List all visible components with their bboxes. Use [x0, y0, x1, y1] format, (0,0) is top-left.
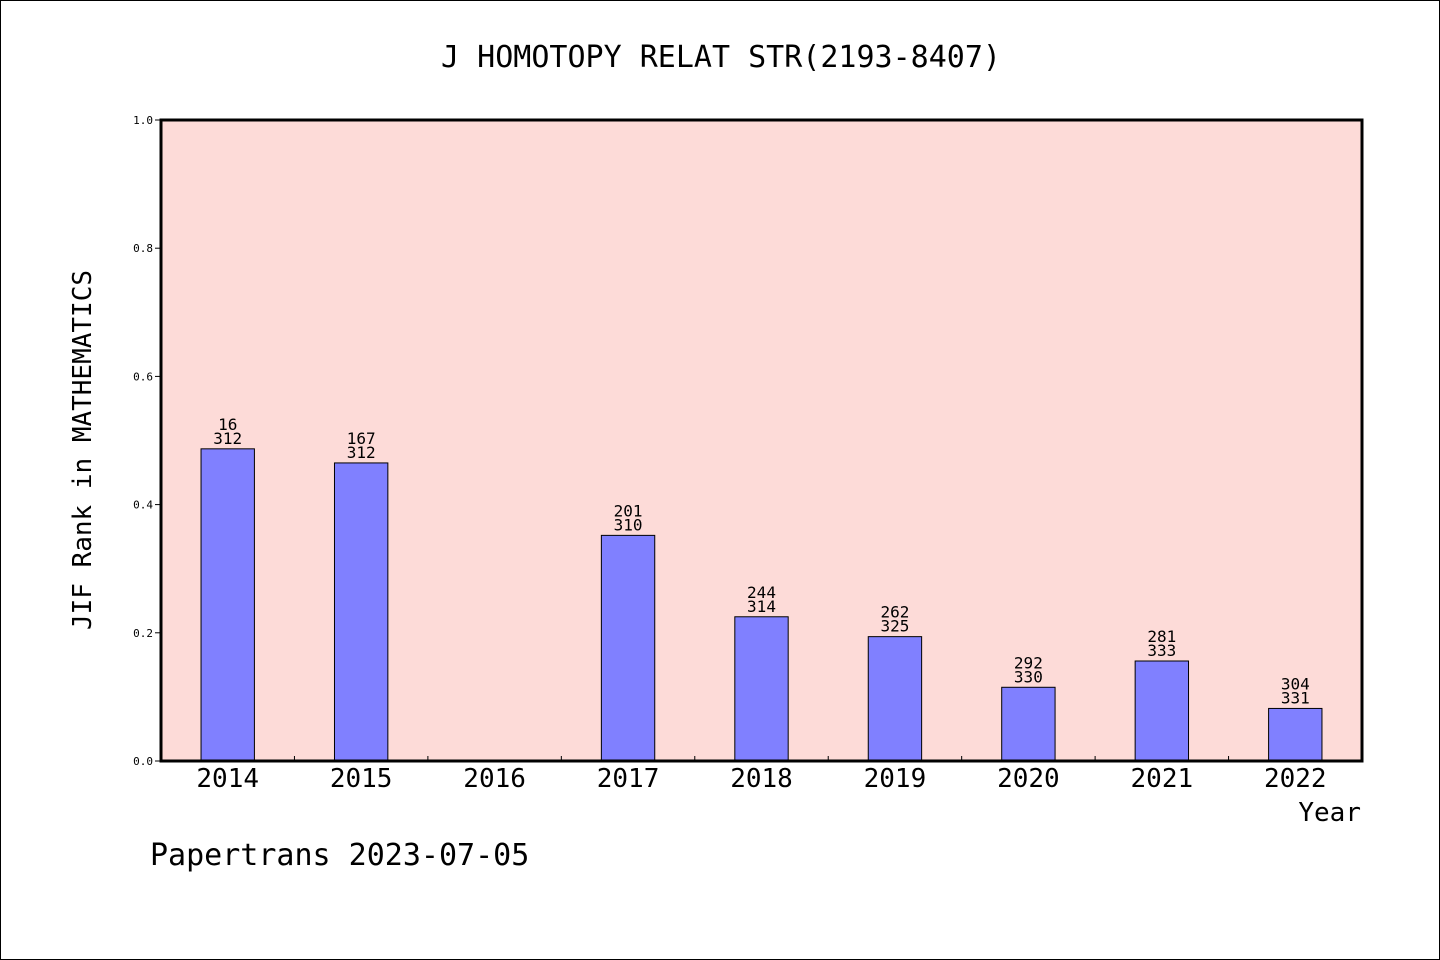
bars: [200, 448, 1323, 762]
x-tick-label: 2018: [730, 764, 793, 794]
bar-label-total: 330: [1014, 667, 1043, 686]
bar-label-rank: 167: [347, 429, 376, 448]
x-tick-label: 2014: [196, 764, 259, 794]
bar-label-total: 314: [747, 597, 776, 616]
x-tick-label: 2020: [997, 764, 1060, 794]
bar-2017: [600, 534, 656, 762]
bar-2020: [1001, 686, 1056, 762]
bar-2014: [200, 448, 255, 762]
bar-label-total: 312: [347, 443, 376, 462]
x-tick-label: 2017: [597, 764, 660, 794]
y-tick-label: 0.2: [133, 627, 153, 640]
y-tick-label: 0.6: [133, 370, 153, 383]
y-tick-label: 1.0: [133, 114, 153, 127]
x-tick-label: 2016: [463, 764, 526, 794]
bar-label-total: 331: [1281, 688, 1310, 707]
x-axis-ticks: 2014 2015 2016 2017 2018 2019 2020 2021 2022: [196, 756, 1327, 794]
bar-2018: [734, 616, 789, 762]
bar-2022: [1268, 707, 1323, 762]
x-tick-label: 2022: [1264, 764, 1327, 794]
y-tick-label: 0.8: [133, 242, 153, 255]
y-axis-ticks: 0.0 0.2 0.4 0.6 0.8 1.0: [133, 114, 161, 768]
bar-label-total: 325: [880, 617, 909, 636]
bar-label-rank: 292: [1014, 653, 1043, 672]
x-axis-label: Year: [1298, 798, 1361, 828]
x-tick-label: 2019: [864, 764, 927, 794]
bar-label-rank: 16: [218, 415, 237, 434]
bar-label-rank: 201: [614, 501, 643, 520]
bar-label-rank: 262: [880, 603, 909, 622]
y-tick-label: 0.0: [133, 755, 153, 768]
bar-2019: [867, 636, 923, 762]
x-tick-label: 2015: [330, 764, 393, 794]
y-axis-label: JIF Rank in MATHEMATICS: [68, 270, 98, 630]
y-tick-label: 0.4: [133, 499, 153, 512]
bar-label-total: 312: [213, 429, 242, 448]
bar-label-total: 310: [614, 515, 643, 534]
bar-label-rank: 244: [747, 583, 776, 602]
chart-title: J HOMOTOPY RELAT STR(2193-8407): [441, 40, 1001, 75]
x-tick-label: 2021: [1131, 764, 1194, 794]
bar-label-total: 333: [1147, 641, 1176, 660]
plot-border: [159, 118, 1364, 763]
bar-2021: [1134, 660, 1190, 762]
bar-label-rank: 304: [1281, 674, 1310, 693]
footer-text: Papertrans 2023-07-05: [150, 838, 529, 873]
bar-2015: [333, 462, 389, 762]
bar-label-rank: 281: [1147, 627, 1176, 646]
